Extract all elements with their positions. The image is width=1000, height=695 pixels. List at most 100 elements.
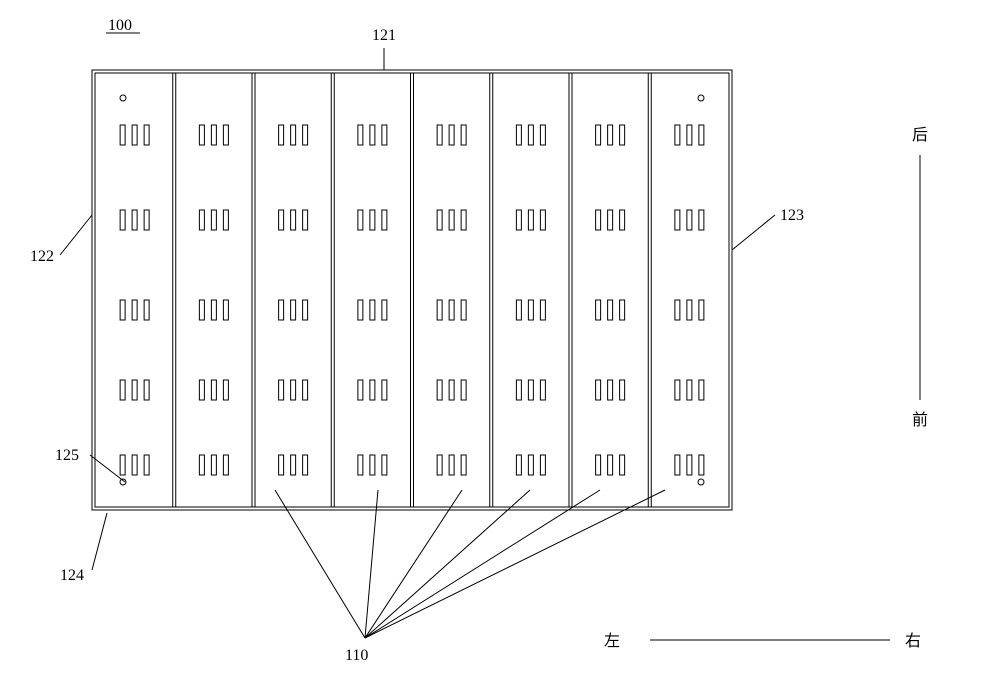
ref-110-leader [275, 490, 365, 638]
vent-slot [699, 380, 704, 400]
vent-slot [223, 455, 228, 475]
vent-slot [370, 455, 375, 475]
vent-slot [540, 380, 545, 400]
ref-label-123-leader [732, 215, 775, 250]
vent-slot [382, 380, 387, 400]
vent-slot [120, 455, 125, 475]
ref-label-123: 123 [780, 207, 804, 224]
vent-slot [528, 300, 533, 320]
vent-slot [132, 300, 137, 320]
vent-slot [596, 455, 601, 475]
vent-slot [608, 210, 613, 230]
vent-slot [144, 125, 149, 145]
vent-slot [144, 210, 149, 230]
vent-slot [528, 455, 533, 475]
ref-110-leader [365, 490, 600, 638]
vent-slot [516, 300, 521, 320]
vent-slot [120, 210, 125, 230]
vent-slot [132, 380, 137, 400]
vent-slot [608, 380, 613, 400]
vent-slot [596, 300, 601, 320]
vent-slot [437, 125, 442, 145]
vent-slot [211, 125, 216, 145]
vent-slot [449, 455, 454, 475]
vent-slot [382, 210, 387, 230]
vent-slot [540, 210, 545, 230]
vent-slot [516, 380, 521, 400]
vent-slot [120, 380, 125, 400]
mounting-hole [120, 95, 126, 101]
vent-slot [279, 380, 284, 400]
vent-slot [675, 380, 680, 400]
vent-slot [303, 380, 308, 400]
vent-slot [675, 300, 680, 320]
vent-slot [540, 455, 545, 475]
vent-slot [370, 300, 375, 320]
vent-slot [211, 380, 216, 400]
vent-slot [211, 455, 216, 475]
vent-slot [303, 300, 308, 320]
vent-slot [528, 210, 533, 230]
vent-slot [437, 210, 442, 230]
vent-slot [687, 300, 692, 320]
vent-slot [449, 300, 454, 320]
vent-slot [223, 210, 228, 230]
vent-slot [303, 210, 308, 230]
vent-slot [540, 300, 545, 320]
vent-slot [620, 125, 625, 145]
vent-slot [687, 380, 692, 400]
vent-slot [291, 300, 296, 320]
vent-slot [461, 455, 466, 475]
vent-slot [279, 210, 284, 230]
vent-slot [291, 125, 296, 145]
ref-110-leader [365, 490, 665, 638]
vent-slot [687, 125, 692, 145]
mounting-hole [698, 479, 704, 485]
vent-slot [211, 210, 216, 230]
vent-slot [449, 210, 454, 230]
axis-label-left: 左 [604, 632, 620, 650]
vent-slot [303, 125, 308, 145]
vent-slot [461, 125, 466, 145]
ref-label-124-leader [92, 513, 107, 570]
vent-slot [223, 125, 228, 145]
vent-slot [699, 300, 704, 320]
vent-slot [199, 380, 204, 400]
vent-slot [144, 455, 149, 475]
vent-slot [382, 300, 387, 320]
vent-slot [449, 125, 454, 145]
ref-label-122-leader [60, 215, 92, 255]
vent-slot [132, 125, 137, 145]
ref-label-125: 125 [55, 447, 79, 464]
vent-slot [608, 125, 613, 145]
vent-slot [120, 125, 125, 145]
vent-slot [540, 125, 545, 145]
ref-label-122: 122 [30, 248, 54, 265]
vent-slot [291, 455, 296, 475]
vent-slot [120, 300, 125, 320]
vent-slot [223, 380, 228, 400]
vent-slot [528, 380, 533, 400]
vent-slot [358, 455, 363, 475]
vent-slot [370, 380, 375, 400]
vent-slot [620, 300, 625, 320]
ref-label-110: 110 [345, 647, 368, 664]
vent-slot [437, 300, 442, 320]
vent-slot [461, 210, 466, 230]
axis-label-front: 前 [912, 411, 928, 429]
vent-slot [516, 455, 521, 475]
vent-slot [516, 125, 521, 145]
vent-slot [211, 300, 216, 320]
vent-slot [279, 455, 284, 475]
vent-slot [132, 210, 137, 230]
vent-slot [699, 125, 704, 145]
vent-slot [596, 380, 601, 400]
ref-label-100: 100 [108, 17, 132, 34]
vent-slot [358, 125, 363, 145]
vent-slot [291, 380, 296, 400]
vent-slot [199, 300, 204, 320]
vent-slot [358, 300, 363, 320]
vent-slot [461, 300, 466, 320]
vent-slot [279, 125, 284, 145]
vent-slot [382, 455, 387, 475]
